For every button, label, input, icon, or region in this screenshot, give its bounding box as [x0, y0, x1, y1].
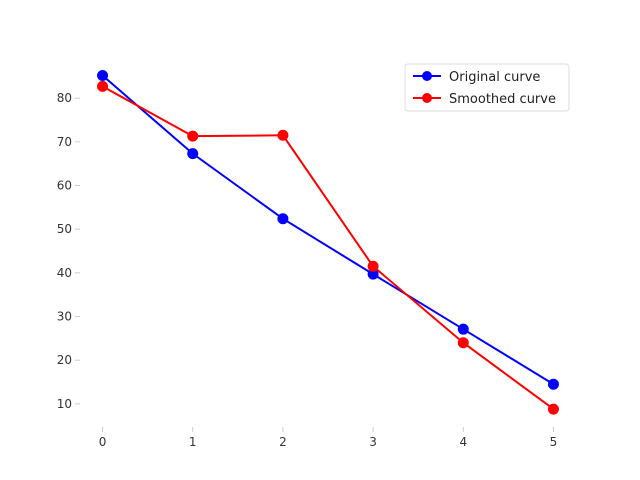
legend-marker	[422, 93, 432, 103]
legend-box	[404, 63, 570, 112]
x-tick-label: 2	[279, 435, 287, 449]
x-tick-label: 5	[550, 435, 558, 449]
x-tick-label: 0	[99, 435, 107, 449]
legend-marker	[422, 71, 432, 81]
y-tick-label: 30	[57, 310, 72, 324]
y-tick-label: 10	[57, 397, 72, 411]
y-tick-label: 20	[57, 353, 72, 367]
data-point	[187, 148, 199, 160]
series-line-2	[102, 85, 555, 410]
series-line-1	[101, 74, 554, 386]
data-point	[547, 403, 559, 415]
data-point	[457, 323, 469, 335]
legend: Original curve Smoothed curve	[404, 63, 570, 112]
data-point	[277, 129, 289, 141]
y-tick-label: 50	[57, 222, 72, 236]
data-point	[187, 130, 199, 142]
legend-label: Original curve	[449, 70, 540, 85]
data-point	[547, 378, 559, 390]
y-tick-label: 60	[57, 179, 72, 193]
data-point	[97, 80, 109, 92]
y-tick-label: 40	[57, 266, 72, 280]
axes: 10 20 30 40 50 60 70 80 0 1 2 3 4 5	[57, 91, 558, 449]
y-tick-label: 70	[57, 135, 72, 149]
x-tick-label: 3	[369, 435, 377, 449]
x-tick-label: 4	[459, 435, 467, 449]
plot-area	[97, 69, 559, 415]
y-tick-label: 80	[57, 91, 72, 105]
x-tick-label: 1	[189, 435, 197, 449]
data-point	[97, 69, 109, 81]
legend-label: Smoothed curve	[449, 92, 556, 107]
data-point	[457, 337, 469, 349]
data-point	[277, 213, 289, 225]
data-point	[367, 260, 379, 272]
